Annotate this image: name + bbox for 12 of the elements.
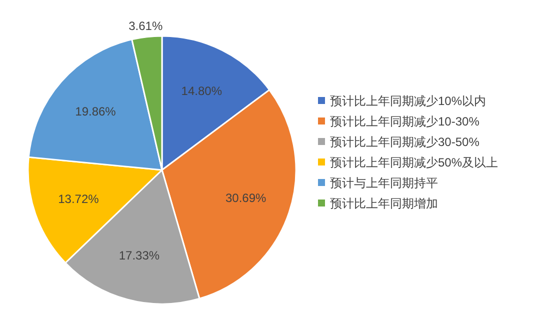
- legend-label: 预计比上年同期减少30-50%: [330, 135, 480, 149]
- data-label: 14.80%: [181, 84, 222, 98]
- legend-label: 预计与上年同期持平: [330, 176, 438, 190]
- data-label: 17.33%: [118, 248, 160, 262]
- data-label: 30.69%: [226, 191, 267, 206]
- legend-label: 预计比上年同期增加: [330, 196, 438, 210]
- legend-label: 预计比上年同期减少10%以内: [330, 94, 486, 108]
- data-label: 19.86%: [75, 104, 116, 119]
- legend-label: 预计比上年同期减少50%及以上: [330, 156, 498, 170]
- legend-label: 预计比上年同期减少10-30%: [330, 114, 480, 128]
- data-label: 13.72%: [58, 192, 100, 206]
- data-label: 3.61%: [128, 19, 163, 34]
